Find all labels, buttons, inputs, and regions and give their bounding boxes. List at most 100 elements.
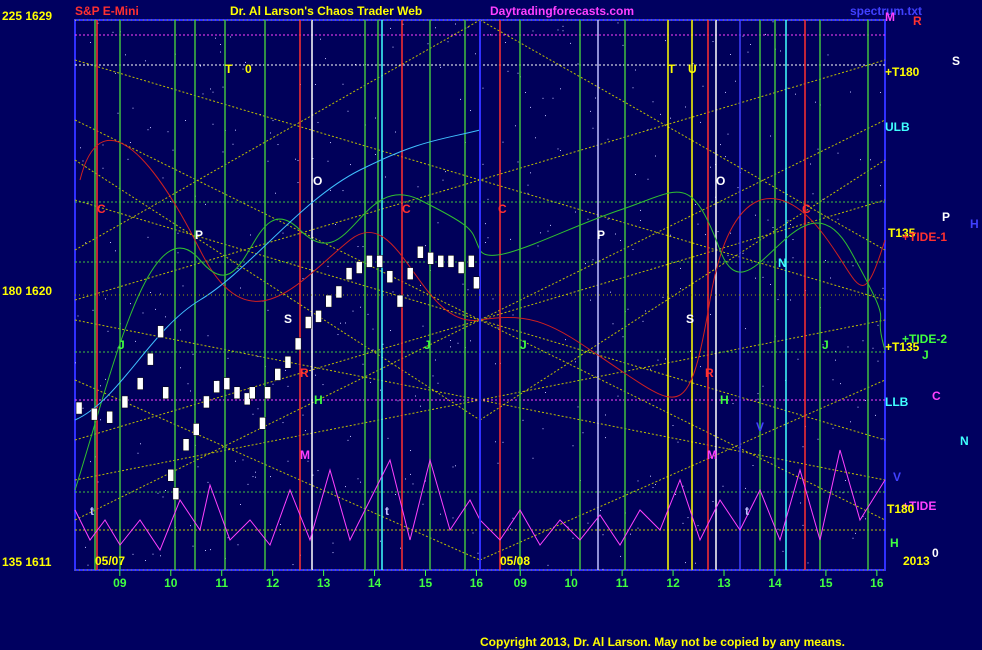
star xyxy=(642,320,644,322)
star xyxy=(670,234,671,236)
star xyxy=(517,161,519,163)
star xyxy=(537,245,539,247)
star xyxy=(560,150,561,151)
annotation: V xyxy=(893,470,901,484)
star xyxy=(862,515,864,517)
star xyxy=(837,218,839,220)
star xyxy=(197,466,199,468)
star xyxy=(802,524,804,526)
star xyxy=(147,236,149,238)
star xyxy=(847,346,849,348)
star xyxy=(822,344,824,346)
price-bar xyxy=(294,337,302,351)
star xyxy=(570,42,571,44)
star xyxy=(510,238,511,240)
star xyxy=(502,441,504,443)
star xyxy=(177,252,179,254)
annotation: ULB xyxy=(885,120,910,134)
star xyxy=(837,152,839,154)
star xyxy=(80,147,81,149)
star xyxy=(710,314,711,315)
star xyxy=(602,534,604,536)
star xyxy=(880,92,881,93)
star xyxy=(137,452,139,454)
star xyxy=(247,483,249,485)
star xyxy=(180,329,181,331)
star xyxy=(275,192,276,194)
star xyxy=(327,265,329,267)
star xyxy=(252,413,254,415)
star xyxy=(130,142,131,143)
star xyxy=(345,322,346,324)
star xyxy=(392,46,394,48)
star xyxy=(620,240,621,241)
star xyxy=(725,91,726,93)
star xyxy=(865,518,866,520)
star xyxy=(245,61,246,63)
star xyxy=(475,53,476,55)
star xyxy=(165,316,166,318)
star xyxy=(357,478,359,480)
annotation: C xyxy=(802,202,811,216)
star xyxy=(590,110,591,112)
star xyxy=(272,383,274,385)
star xyxy=(357,246,359,248)
annotation: t xyxy=(745,504,749,518)
star xyxy=(207,335,209,337)
star xyxy=(132,553,134,555)
star xyxy=(75,362,76,364)
star xyxy=(205,203,206,205)
star xyxy=(435,27,436,29)
annotation: J xyxy=(424,338,431,352)
star xyxy=(385,176,386,178)
annotation: 0 xyxy=(245,62,252,76)
star xyxy=(452,466,454,468)
star xyxy=(815,101,816,103)
star xyxy=(487,198,489,200)
star xyxy=(282,422,284,424)
star xyxy=(592,259,594,261)
annotation: U xyxy=(688,62,697,76)
star xyxy=(477,552,479,554)
star xyxy=(360,481,361,483)
star xyxy=(315,374,316,376)
star xyxy=(450,340,451,341)
star xyxy=(750,44,751,45)
star xyxy=(647,129,649,131)
annotation: M xyxy=(885,10,895,24)
star xyxy=(400,547,401,549)
annotation: P xyxy=(597,228,605,242)
star xyxy=(182,285,184,287)
star xyxy=(545,392,546,393)
annotation: O xyxy=(313,174,322,188)
star xyxy=(812,193,814,195)
star xyxy=(335,224,336,225)
star xyxy=(135,340,136,342)
forecast-curve xyxy=(79,139,886,398)
star xyxy=(410,450,411,451)
star xyxy=(147,129,149,131)
annotation: +T180 xyxy=(885,65,920,79)
star xyxy=(657,359,659,361)
annotation: R xyxy=(913,14,922,28)
star xyxy=(655,155,656,157)
star xyxy=(395,131,396,133)
star xyxy=(572,537,574,539)
price-bar xyxy=(157,325,164,338)
star xyxy=(372,328,374,330)
star xyxy=(682,485,684,487)
star xyxy=(655,484,656,485)
forecast-curve xyxy=(74,449,886,552)
star xyxy=(852,265,854,267)
star xyxy=(180,367,181,369)
star xyxy=(717,231,719,233)
star xyxy=(387,437,389,439)
annotation: H xyxy=(890,536,899,550)
annotation: M xyxy=(707,448,717,462)
star xyxy=(482,163,484,165)
star xyxy=(527,192,529,194)
star xyxy=(652,487,654,489)
star xyxy=(187,383,189,385)
star xyxy=(165,490,166,491)
star xyxy=(150,292,151,293)
